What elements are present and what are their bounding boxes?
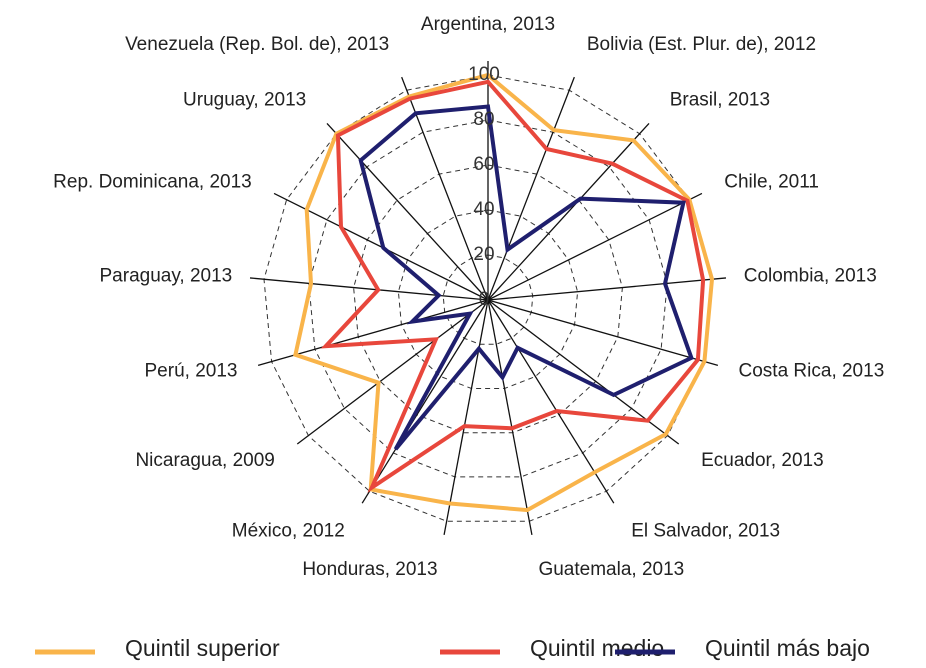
legend-label: Quintil más bajo: [705, 635, 870, 661]
spoke: [487, 299, 615, 504]
category-label: Uruguay, 2013: [183, 90, 306, 111]
category-label: México, 2012: [232, 520, 345, 541]
spoke: [487, 76, 575, 301]
tick-label: 80: [473, 109, 494, 130]
spoke: [296, 299, 489, 445]
grid-line: [397, 209, 579, 389]
category-label: Rep. Dominicana, 2013: [53, 171, 252, 192]
series-line: [358, 104, 694, 451]
spoke: [361, 299, 489, 504]
category-label: Bolivia (Est. Plur. de), 2012: [587, 34, 816, 55]
tick-label: 0: [479, 289, 490, 310]
category-label: Honduras, 2013: [302, 559, 437, 580]
category-label: Colombia, 2013: [744, 265, 877, 286]
series-line: [320, 79, 706, 493]
category-label: Argentina, 2013: [421, 14, 555, 35]
category-label: Nicaragua, 2009: [135, 450, 274, 471]
spoke: [487, 122, 650, 301]
category-label: Costa Rica, 2013: [739, 360, 885, 381]
tick-label: 60: [473, 154, 494, 175]
category-label: Brasil, 2013: [670, 90, 770, 111]
category-label: Paraguay, 2013: [100, 265, 233, 286]
category-label: Guatemala, 2013: [538, 559, 684, 580]
spoke: [326, 122, 489, 301]
spoke: [443, 299, 489, 536]
category-label: El Salvador, 2013: [631, 520, 780, 541]
category-label: Ecuador, 2013: [701, 450, 824, 471]
category-label: Perú, 2013: [145, 360, 238, 381]
legend-label: Quintil medio: [530, 635, 664, 661]
legend-label: Quintil superior: [125, 635, 280, 661]
grid-line: [442, 254, 534, 345]
category-label: Venezuela (Rep. Bol. de), 2013: [125, 34, 389, 55]
grid-line: [308, 119, 668, 478]
tick-label: 100: [468, 64, 500, 85]
spoke: [487, 299, 533, 536]
grid-line: [353, 164, 623, 434]
tick-label: 20: [473, 244, 494, 265]
spoke: [487, 299, 719, 367]
tick-label: 40: [473, 199, 494, 220]
spoke: [487, 277, 727, 301]
category-label: Chile, 2011: [724, 171, 819, 192]
series-line: [293, 72, 715, 513]
spoke: [249, 277, 489, 301]
spoke: [487, 192, 703, 301]
